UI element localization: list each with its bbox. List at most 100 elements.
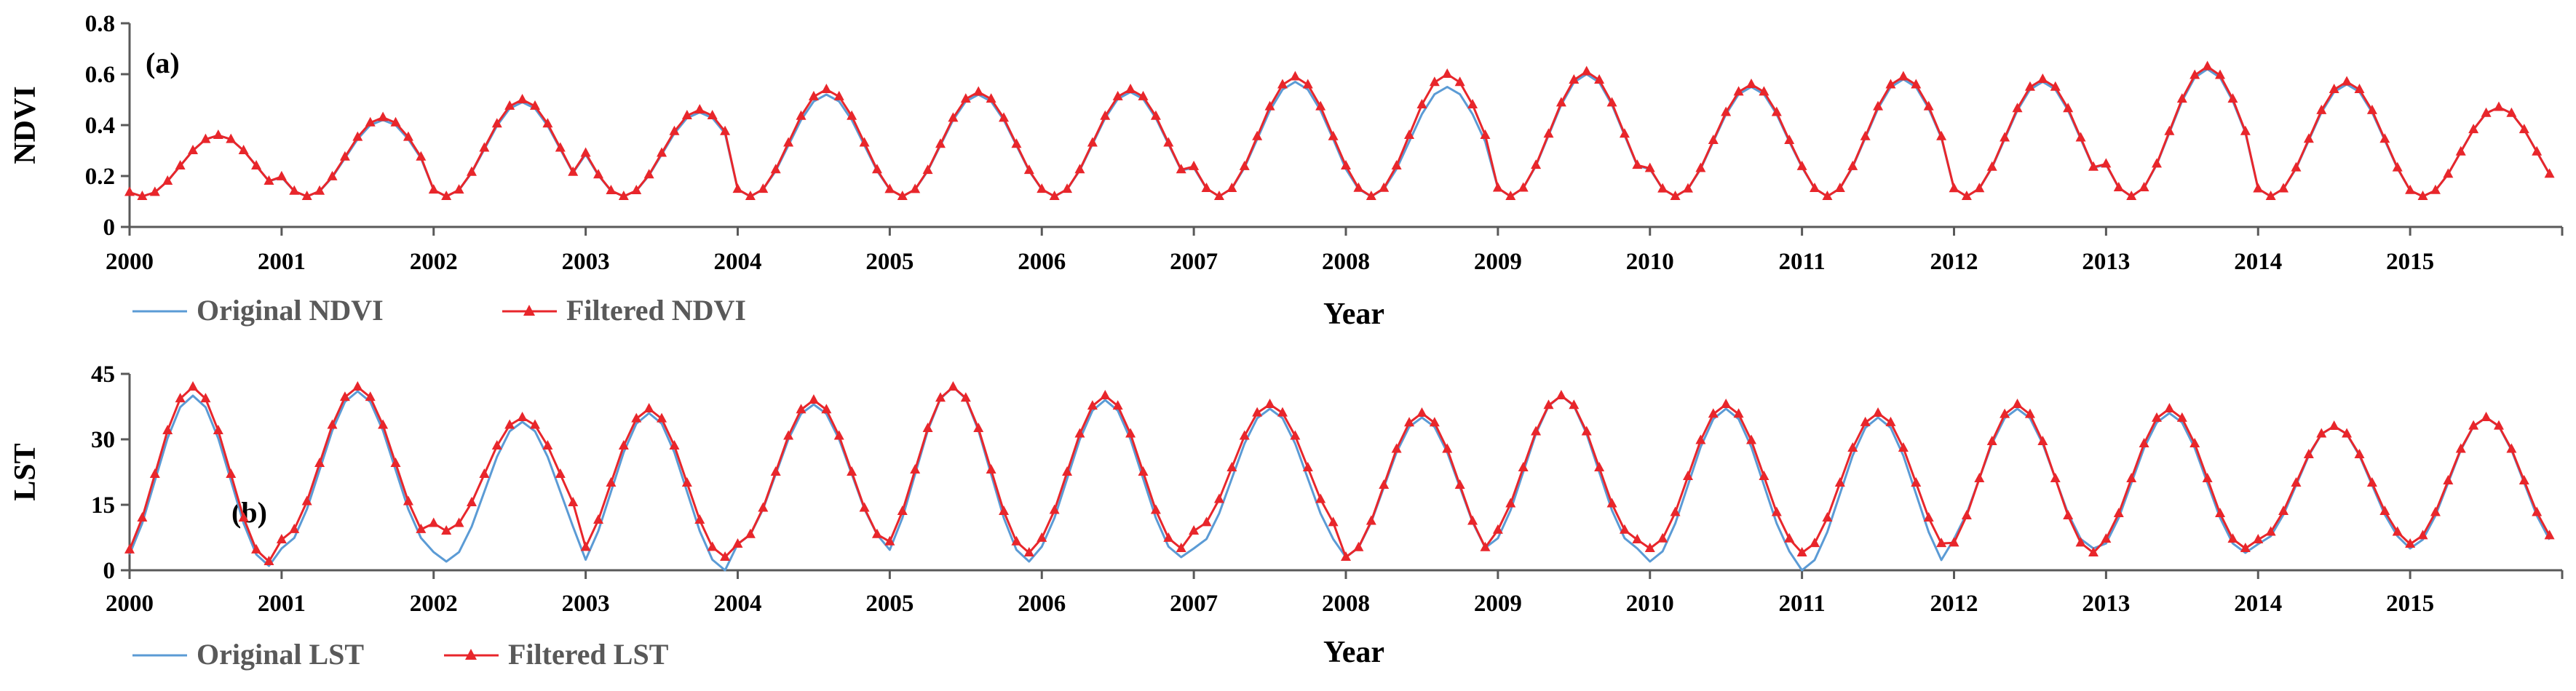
data-point <box>314 458 325 467</box>
data-point <box>2063 510 2074 519</box>
data-point <box>2291 477 2302 487</box>
data-point <box>289 185 300 195</box>
data-point <box>1594 462 1605 471</box>
y-tick-label: 0 <box>103 558 116 584</box>
data-point <box>1619 524 1630 534</box>
data-point <box>1721 399 1732 408</box>
data-point <box>2455 145 2466 156</box>
data-point <box>2468 124 2479 134</box>
data-point <box>606 185 617 195</box>
y-tick-label: 0 <box>103 215 116 241</box>
data-point <box>2379 133 2390 143</box>
data-point <box>1531 159 1542 169</box>
data-point <box>1746 79 1756 88</box>
data-point <box>669 440 680 450</box>
data-point <box>1302 462 1313 471</box>
x-tick-label: 2005 <box>865 249 914 275</box>
x-tick-label: 2012 <box>1930 591 1978 617</box>
data-point <box>378 419 389 429</box>
y-tick-label: 0.4 <box>85 113 115 139</box>
data-point <box>2532 506 2543 516</box>
data-point <box>2518 124 2529 134</box>
data-point <box>1847 442 1858 452</box>
data-point <box>1961 510 1972 519</box>
data-point <box>643 403 654 412</box>
data-point <box>213 425 223 434</box>
x-tick-label: 2010 <box>1626 249 1674 275</box>
data-point <box>542 440 553 450</box>
x-tick-label: 2007 <box>1170 249 1218 275</box>
data-point <box>453 184 464 194</box>
legend-label: Filtered NDVI <box>566 294 746 327</box>
data-point <box>1302 79 1313 89</box>
data-point <box>833 430 844 440</box>
data-point <box>2253 183 2264 193</box>
data-point <box>2126 473 2137 482</box>
data-point <box>2215 508 2226 517</box>
data-point <box>1429 417 1440 427</box>
x-tick-label: 2002 <box>410 249 458 275</box>
data-point <box>1682 183 1693 193</box>
data-point <box>428 184 439 194</box>
data-point <box>694 514 705 524</box>
data-point <box>910 183 921 193</box>
data-point <box>2227 93 2238 103</box>
data-point <box>1315 100 1326 111</box>
x-tick-label: 2002 <box>410 591 458 617</box>
data-point <box>1885 79 1896 89</box>
data-point <box>948 112 959 122</box>
data-point <box>1644 543 1655 552</box>
data-point <box>124 186 135 196</box>
data-point <box>491 118 502 128</box>
data-point <box>2303 133 2314 143</box>
data-point <box>1873 407 1884 417</box>
data-point <box>973 86 984 96</box>
lst-panel: 0 15 30 45 2000 2001 2002 2003 2004 2005 2006 2007 2… <box>9 362 2564 671</box>
data-point <box>973 423 984 432</box>
x-tick-label: 2014 <box>2234 249 2282 275</box>
data-point <box>1074 164 1085 174</box>
data-point <box>796 110 807 120</box>
data-point <box>352 131 363 141</box>
data-point <box>555 142 566 152</box>
data-point <box>960 392 971 402</box>
data-point <box>657 412 667 423</box>
data-point <box>149 186 160 196</box>
data-point <box>504 419 515 429</box>
data-point <box>1341 160 1351 169</box>
data-point <box>1733 86 1744 96</box>
x-tick-label: 2011 <box>1779 591 1826 617</box>
data-point <box>1150 504 1161 514</box>
data-point <box>2113 182 2124 192</box>
data-point <box>1353 541 1364 551</box>
data-point <box>707 109 718 119</box>
data-point <box>681 109 692 119</box>
data-point <box>2164 403 2175 412</box>
data-point <box>1682 471 1693 480</box>
data-point <box>2164 125 2175 135</box>
data-point <box>1581 65 1592 76</box>
data-point <box>1087 400 1098 410</box>
data-point <box>149 468 160 478</box>
data-point <box>2265 526 2276 536</box>
y-axis-title: NDVI <box>9 86 42 164</box>
data-point <box>618 191 629 200</box>
data-point <box>1277 407 1288 417</box>
data-point <box>935 138 946 148</box>
data-point <box>1429 76 1440 87</box>
data-point <box>1949 537 1959 547</box>
data-point <box>1810 182 1820 192</box>
data-point <box>1569 73 1580 84</box>
data-point <box>2240 543 2251 552</box>
data-point <box>986 93 996 103</box>
data-point <box>1391 160 1402 169</box>
data-point <box>352 381 363 391</box>
data-point <box>681 477 692 487</box>
data-point <box>2189 69 2200 79</box>
data-point <box>2354 84 2365 94</box>
data-point <box>1492 524 1503 534</box>
data-point <box>618 440 629 450</box>
data-point <box>2152 158 2162 168</box>
data-point <box>390 458 401 467</box>
